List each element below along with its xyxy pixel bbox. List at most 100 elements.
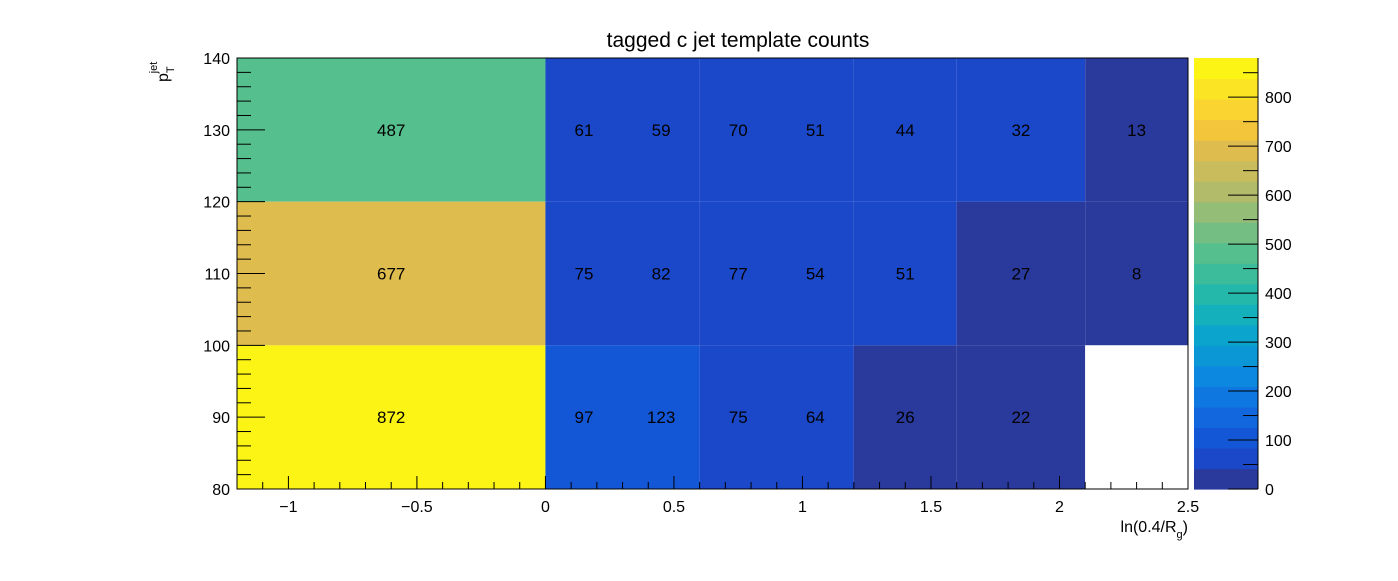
bin-value-label: 70 (729, 121, 748, 140)
bin-value-label: 8 (1132, 265, 1141, 284)
bin-value-label: 77 (729, 265, 748, 284)
heatmap-bin (853, 345, 957, 489)
x-tick-label: −1 (279, 499, 297, 516)
bin-value-label: 13 (1127, 121, 1146, 140)
color-scale-segment (1194, 345, 1258, 367)
color-scale-segment (1194, 406, 1258, 429)
color-scale-tick-label: 300 (1265, 335, 1292, 352)
x-tick-label: 0.5 (663, 499, 685, 516)
bin-value-label: 51 (896, 265, 915, 284)
color-scale-tick-label: 200 (1265, 384, 1292, 401)
color-scale-segment (1194, 242, 1258, 264)
y-tick-label: 130 (203, 123, 230, 140)
heatmap-bin (956, 345, 1086, 489)
color-scale-segment (1194, 468, 1258, 490)
heatmap-bin (699, 58, 854, 202)
y-tick-label: 80 (212, 482, 230, 499)
heatmap-bin (545, 201, 700, 346)
color-scale-tick-label: 500 (1265, 237, 1292, 254)
color-scale-segment (1194, 222, 1258, 244)
bin-value-label: 97 (575, 408, 594, 427)
y-tick-label: 90 (212, 410, 230, 427)
chart-title: tagged c jet template counts (607, 29, 870, 52)
y-axis-label-group: pTjet (148, 62, 177, 82)
x-tick-label: 1.5 (920, 499, 942, 516)
color-scale-segment (1194, 140, 1258, 162)
color-scale-segment (1194, 263, 1258, 285)
y-axis-label: pTjet (148, 62, 177, 82)
y-tick-label: 100 (203, 338, 230, 355)
color-scale-segment (1194, 58, 1258, 80)
color-scale-segment (1194, 160, 1258, 182)
color-scale-segment (1194, 324, 1258, 346)
color-scale-segment (1194, 304, 1258, 326)
heatmap-bin (237, 201, 546, 346)
color-scale-segment (1194, 283, 1258, 305)
heatmap-bin (956, 58, 1086, 202)
x-axis-label: ln(0.4/Rg) (1121, 519, 1188, 541)
heatmap-bin (1085, 345, 1188, 489)
bin-value-label: 64 (806, 408, 825, 427)
bin-value-label: 51 (806, 121, 825, 140)
x-tick-label: 2.5 (1177, 499, 1199, 516)
color-scale-segment (1194, 365, 1258, 387)
color-scale-tick-label: 0 (1265, 482, 1274, 499)
heatmap-bins (237, 58, 1188, 489)
x-axis-label-close: ) (1183, 519, 1188, 536)
y-axis-label-sup: jet (148, 62, 160, 75)
bin-value-label: 44 (896, 121, 915, 140)
y-axis: 80 90 100 110 120 130 140 (203, 51, 265, 499)
color-scale-tick-label: 400 (1265, 286, 1292, 303)
heatmap-bin (545, 345, 700, 489)
y-axis-label-main: p (155, 73, 172, 82)
bin-value-label: 26 (896, 408, 915, 427)
heatmap-bin (1085, 201, 1188, 346)
bin-value-label: 59 (652, 121, 671, 140)
x-tick-label: −0.5 (401, 499, 433, 516)
heatmap-bin (699, 345, 854, 489)
heatmap-bin (545, 58, 700, 202)
bin-value-label: 22 (1011, 408, 1030, 427)
bin-value-labels: 487 61 59 70 51 44 32 13 677 75 82 77 54 51 27 8 872 97 12… (377, 121, 1146, 427)
x-tick-label: 2 (1055, 499, 1064, 516)
color-scale-bar: 0 100 200 300 400 500 600 700 800 (1194, 58, 1292, 499)
heatmap-bin (699, 201, 854, 346)
color-scale-segment (1194, 427, 1258, 449)
y-tick-label: 120 (203, 195, 230, 212)
bin-value-label: 54 (806, 265, 825, 284)
heatmap-bin (853, 58, 957, 202)
bin-value-label: 27 (1011, 265, 1030, 284)
x-tick-label: 0 (541, 499, 550, 516)
color-scale-segment (1194, 386, 1258, 408)
y-tick-label: 140 (203, 51, 230, 68)
bin-value-label: 75 (575, 265, 594, 284)
color-scale-segment (1194, 181, 1258, 203)
color-scale-segment (1194, 201, 1258, 223)
bin-value-label: 487 (377, 121, 405, 140)
color-scale-segment (1194, 119, 1258, 141)
bin-value-label: 32 (1011, 121, 1030, 140)
y-tick-label: 110 (204, 267, 230, 284)
color-scale-tick-label: 700 (1265, 139, 1292, 156)
bin-value-label: 61 (575, 121, 594, 140)
x-axis: −1 −0.5 0 0.5 1 1.5 2 2.5 (236, 476, 1199, 516)
y-axis-label-sub: T (165, 66, 177, 73)
heatmap-bin (237, 58, 546, 202)
color-scale-tick-label: 800 (1265, 90, 1292, 107)
color-scale-segment (1194, 99, 1258, 121)
bin-value-label: 123 (647, 408, 675, 427)
heatmap-bin (1085, 58, 1188, 202)
color-scale-tick-label: 100 (1265, 433, 1292, 450)
color-scale-segment (1194, 447, 1258, 470)
heatmap-bin (956, 201, 1086, 346)
x-axis-label-sub: g (1177, 529, 1183, 541)
bin-value-label: 872 (377, 408, 405, 427)
heatmap-bin (853, 201, 957, 346)
bin-value-label: 677 (377, 265, 405, 284)
x-tick-label: 1 (798, 499, 807, 516)
color-scale-tick-label: 600 (1265, 188, 1292, 205)
x-axis-label-main: ln(0.4/R (1121, 519, 1177, 536)
bin-value-label: 82 (652, 265, 671, 284)
heatmap-bin (237, 345, 546, 489)
